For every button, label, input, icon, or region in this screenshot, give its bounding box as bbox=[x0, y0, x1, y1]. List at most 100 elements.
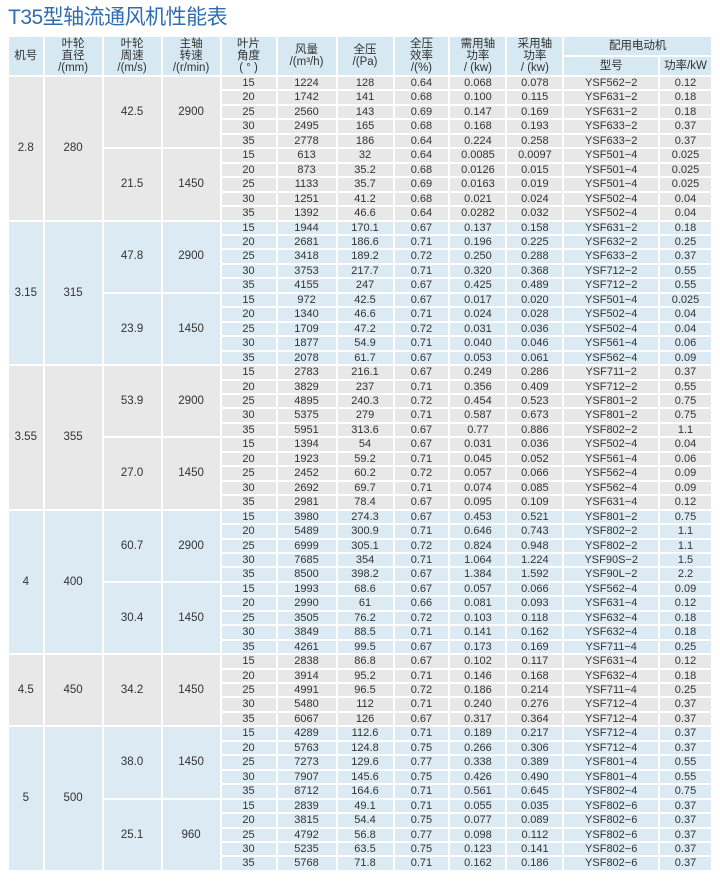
adopted-power-cell: 0.020 bbox=[507, 293, 563, 307]
table-row: 30 5235 63.5 0.75 0.123 0.141 YSF802−6 0.37 bbox=[9, 843, 711, 856]
required-power-cell: 0.587 bbox=[450, 409, 506, 422]
required-power-cell: 0.017 bbox=[450, 293, 506, 307]
blade-angle-cell: 15 bbox=[221, 799, 276, 813]
adopted-power-cell: 0.028 bbox=[507, 308, 563, 321]
blade-angle-cell: 20 bbox=[221, 235, 276, 249]
machine-no-cell: 3.15 bbox=[9, 221, 43, 365]
motor-power-cell: 0.04 bbox=[660, 207, 711, 220]
required-power-cell: 0.454 bbox=[450, 394, 506, 408]
motor-power-cell: 0.37 bbox=[660, 712, 711, 726]
blade-angle-cell: 25 bbox=[221, 611, 276, 625]
total-pressure-cell: 54 bbox=[337, 438, 393, 451]
motor-model-cell: YSF802−4 bbox=[564, 785, 659, 798]
blade-angle-cell: 30 bbox=[221, 120, 276, 133]
header-line: /(m/s) bbox=[117, 62, 147, 74]
required-power-cell: 0.141 bbox=[450, 626, 506, 639]
total-pressure-cell: 46.6 bbox=[337, 308, 393, 321]
motor-model-cell: YSF801−2 bbox=[564, 394, 659, 408]
efficiency-cell: 0.67 bbox=[394, 496, 449, 509]
required-power-cell: 0.561 bbox=[450, 785, 506, 798]
blade-angle-cell: 25 bbox=[221, 467, 276, 480]
header-line: 直径 bbox=[61, 50, 85, 62]
adopted-power-cell: 0.389 bbox=[507, 756, 563, 769]
table-row: 20 1742 141 0.68 0.100 0.115 YSF631−2 0.18 bbox=[9, 91, 711, 104]
header-line: 叶轮 bbox=[120, 38, 144, 50]
required-power-cell: 0.646 bbox=[450, 525, 506, 538]
blade-angle-cell: 35 bbox=[221, 568, 276, 581]
shaft-speed-cell: 2900 bbox=[162, 510, 220, 581]
total-pressure-cell: 60.2 bbox=[337, 467, 393, 480]
motor-model-cell: YSF802−2 bbox=[564, 539, 659, 552]
shaft-speed-cell: 2900 bbox=[162, 221, 220, 292]
motor-model-cell: YSF801−2 bbox=[564, 510, 659, 524]
efficiency-cell: 0.64 bbox=[394, 134, 449, 148]
motor-model-cell: YSF501−4 bbox=[564, 178, 659, 191]
impeller-diameter-cell: 315 bbox=[44, 221, 102, 365]
motor-model-cell: YSF802−2 bbox=[564, 423, 659, 437]
airflow-cell: 2452 bbox=[277, 467, 336, 480]
airflow-cell: 1340 bbox=[277, 308, 336, 321]
motor-power-cell: 0.09 bbox=[660, 481, 711, 495]
airflow-cell: 2990 bbox=[277, 597, 336, 610]
adopted-power-cell: 0.286 bbox=[507, 366, 563, 379]
motor-model-cell: YSF802−6 bbox=[564, 828, 659, 842]
table-row: 25 7273 129.6 0.77 0.338 0.389 YSF801−4 0.55 bbox=[9, 756, 711, 769]
efficiency-cell: 0.68 bbox=[394, 120, 449, 133]
motor-model-cell: YSF502−4 bbox=[564, 192, 659, 206]
table-row: 30 3849 88.5 0.71 0.141 0.162 YSF632−4 0.18 bbox=[9, 626, 711, 639]
adopted-power-cell: 0.523 bbox=[507, 394, 563, 408]
adopted-power-cell: 0.364 bbox=[507, 712, 563, 726]
airflow-cell: 1133 bbox=[277, 178, 336, 191]
blade-angle-cell: 15 bbox=[221, 510, 276, 524]
airflow-cell: 2681 bbox=[277, 235, 336, 249]
motor-model-cell: YSF802−6 bbox=[564, 857, 659, 870]
motor-model-cell: YSF90S−2 bbox=[564, 553, 659, 567]
adopted-power-cell: 0.061 bbox=[507, 351, 563, 365]
efficiency-cell: 0.72 bbox=[394, 467, 449, 480]
header-line: 全压 bbox=[353, 44, 377, 56]
airflow-cell: 1392 bbox=[277, 207, 336, 220]
total-pressure-cell: 35.2 bbox=[337, 163, 393, 177]
airflow-cell: 4792 bbox=[277, 828, 336, 842]
adopted-power-cell: 0.109 bbox=[507, 496, 563, 509]
motor-model-cell: YSF561−4 bbox=[564, 452, 659, 466]
total-pressure-cell: 35.7 bbox=[337, 178, 393, 191]
required-power-cell: 0.162 bbox=[450, 857, 506, 870]
table-row: 2.8 280 42.5 2900 15 1224 128 0.64 0.068 0.078 YSF… bbox=[9, 77, 711, 220]
blade-angle-cell: 25 bbox=[221, 828, 276, 842]
shaft-speed-cell: 1450 bbox=[162, 438, 220, 509]
total-pressure-cell: 128 bbox=[337, 77, 393, 90]
efficiency-cell: 0.72 bbox=[394, 611, 449, 625]
motor-model-cell: YSF562−2 bbox=[564, 77, 659, 90]
airflow-cell: 2495 bbox=[277, 120, 336, 133]
motor-model-cell: YSF633−2 bbox=[564, 134, 659, 148]
blade-angle-cell: 35 bbox=[221, 351, 276, 365]
motor-power-cell: 0.75 bbox=[660, 510, 711, 524]
adopted-power-cell: 0.217 bbox=[507, 727, 563, 740]
total-pressure-cell: 76.2 bbox=[337, 611, 393, 625]
adopted-power-cell: 0.141 bbox=[507, 843, 563, 856]
required-power-cell: 0.186 bbox=[450, 684, 506, 697]
blade-angle-cell: 20 bbox=[221, 597, 276, 610]
required-power-cell: 0.147 bbox=[450, 105, 506, 119]
airflow-cell: 4991 bbox=[277, 684, 336, 697]
table-row: 20 3815 54.4 0.75 0.077 0.089 YSF802−6 0.37 bbox=[9, 814, 711, 827]
efficiency-cell: 0.72 bbox=[394, 394, 449, 408]
total-pressure-cell: 63.5 bbox=[337, 843, 393, 856]
shaft-speed-cell: 1450 bbox=[162, 727, 220, 798]
blade-angle-cell: 30 bbox=[221, 264, 276, 278]
motor-power-cell: 1.1 bbox=[660, 539, 711, 552]
efficiency-cell: 0.71 bbox=[394, 337, 449, 350]
required-power-cell: 0.224 bbox=[450, 134, 506, 148]
blade-angle-cell: 20 bbox=[221, 308, 276, 321]
total-pressure-cell: 59.2 bbox=[337, 452, 393, 466]
motor-power-cell: 0.09 bbox=[660, 467, 711, 480]
efficiency-cell: 0.72 bbox=[394, 684, 449, 697]
table-row: 20 1923 59.2 0.71 0.045 0.052 YSF561−4 0.06 bbox=[9, 452, 711, 466]
airflow-cell: 1993 bbox=[277, 582, 336, 596]
impeller-speed-cell: 53.9 bbox=[103, 366, 161, 437]
airflow-cell: 7907 bbox=[277, 770, 336, 784]
header-machine-no: 机号 bbox=[9, 37, 43, 75]
adopted-power-cell: 0.158 bbox=[507, 221, 563, 234]
airflow-cell: 2839 bbox=[277, 799, 336, 813]
